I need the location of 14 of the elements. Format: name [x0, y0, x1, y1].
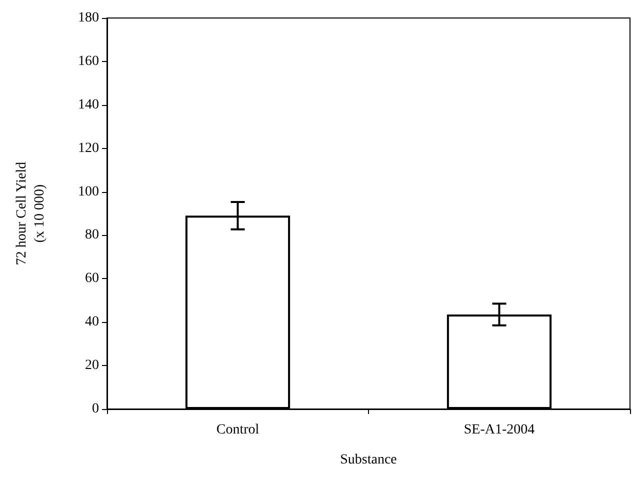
y-tick-label: 0	[92, 402, 99, 416]
y-axis-title: 72 hour Cell Yield (x 10 000)	[14, 162, 48, 266]
y-tick-label: 180	[78, 10, 99, 26]
y-tick-label: 160	[78, 54, 99, 69]
x-tick-label: SE-A1-2004	[464, 422, 535, 438]
y-tick-label: 80	[85, 228, 99, 243]
x-tick-label: Control	[216, 422, 260, 438]
y-tick-label: 140	[78, 97, 99, 112]
y-tick-label: 120	[78, 140, 99, 156]
y-tick-label: 20	[85, 358, 99, 374]
x-axis-title: Substance	[340, 452, 397, 468]
y-tick-label: 100	[78, 184, 99, 200]
y-tick-label: 60	[85, 271, 99, 286]
y-tick-label: 40	[85, 314, 99, 330]
